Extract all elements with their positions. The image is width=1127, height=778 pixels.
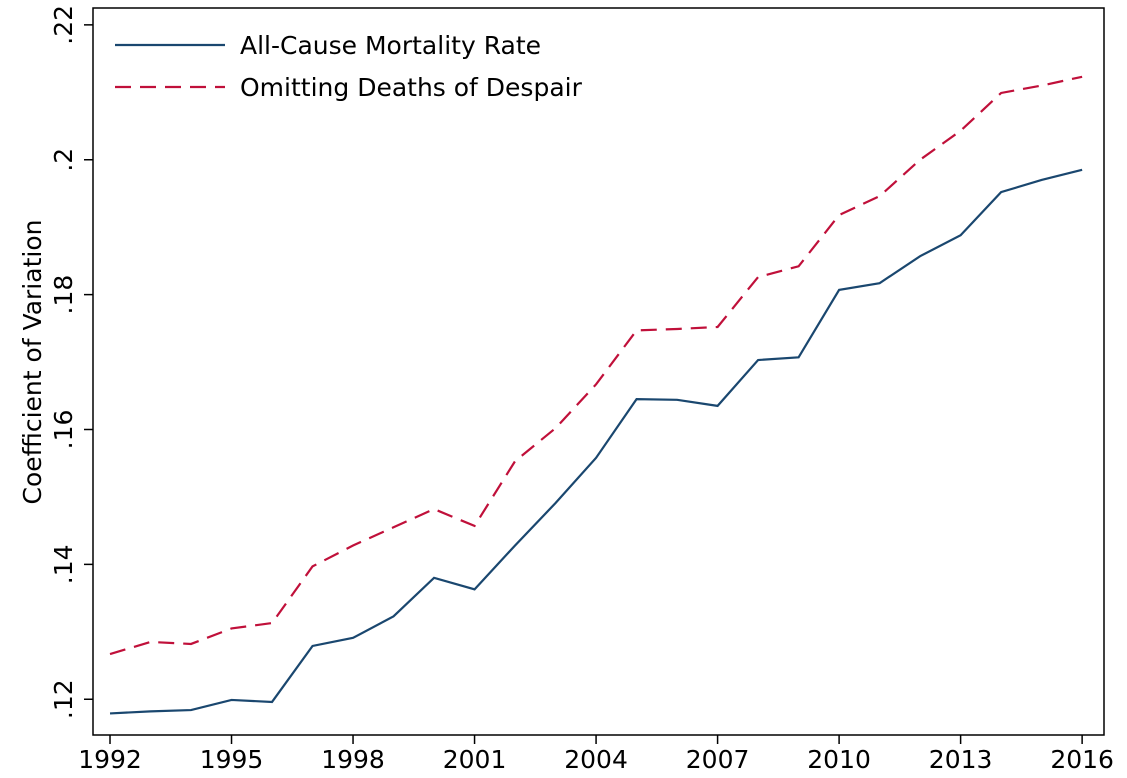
x-tick-label: 2013 bbox=[929, 745, 993, 774]
legend-label: Omitting Deaths of Despair bbox=[240, 73, 583, 102]
x-tick-label: 2004 bbox=[564, 745, 628, 774]
series-line bbox=[109, 168, 1083, 715]
y-axis-label: Coefficient of Variation bbox=[18, 220, 47, 505]
series-line bbox=[109, 75, 1083, 656]
y-tick-label: .12 bbox=[49, 679, 78, 719]
x-tick-label: 2010 bbox=[807, 745, 871, 774]
x-tick-label: 1998 bbox=[321, 745, 385, 774]
x-tick-label: 1995 bbox=[200, 745, 264, 774]
x-tick-label: 2007 bbox=[686, 745, 750, 774]
x-tick-label: 2016 bbox=[1050, 745, 1114, 774]
y-tick-label: .2 bbox=[49, 148, 78, 172]
x-tick-label: 2001 bbox=[443, 745, 507, 774]
y-tick-label: .14 bbox=[49, 544, 78, 584]
x-tick-label: 1992 bbox=[78, 745, 142, 774]
legend-label: All-Cause Mortality Rate bbox=[240, 31, 541, 60]
plot-frame bbox=[92, 7, 1105, 736]
y-tick-label: .22 bbox=[49, 5, 78, 45]
y-tick-label: .18 bbox=[49, 275, 78, 315]
y-tick-label: .16 bbox=[49, 410, 78, 450]
